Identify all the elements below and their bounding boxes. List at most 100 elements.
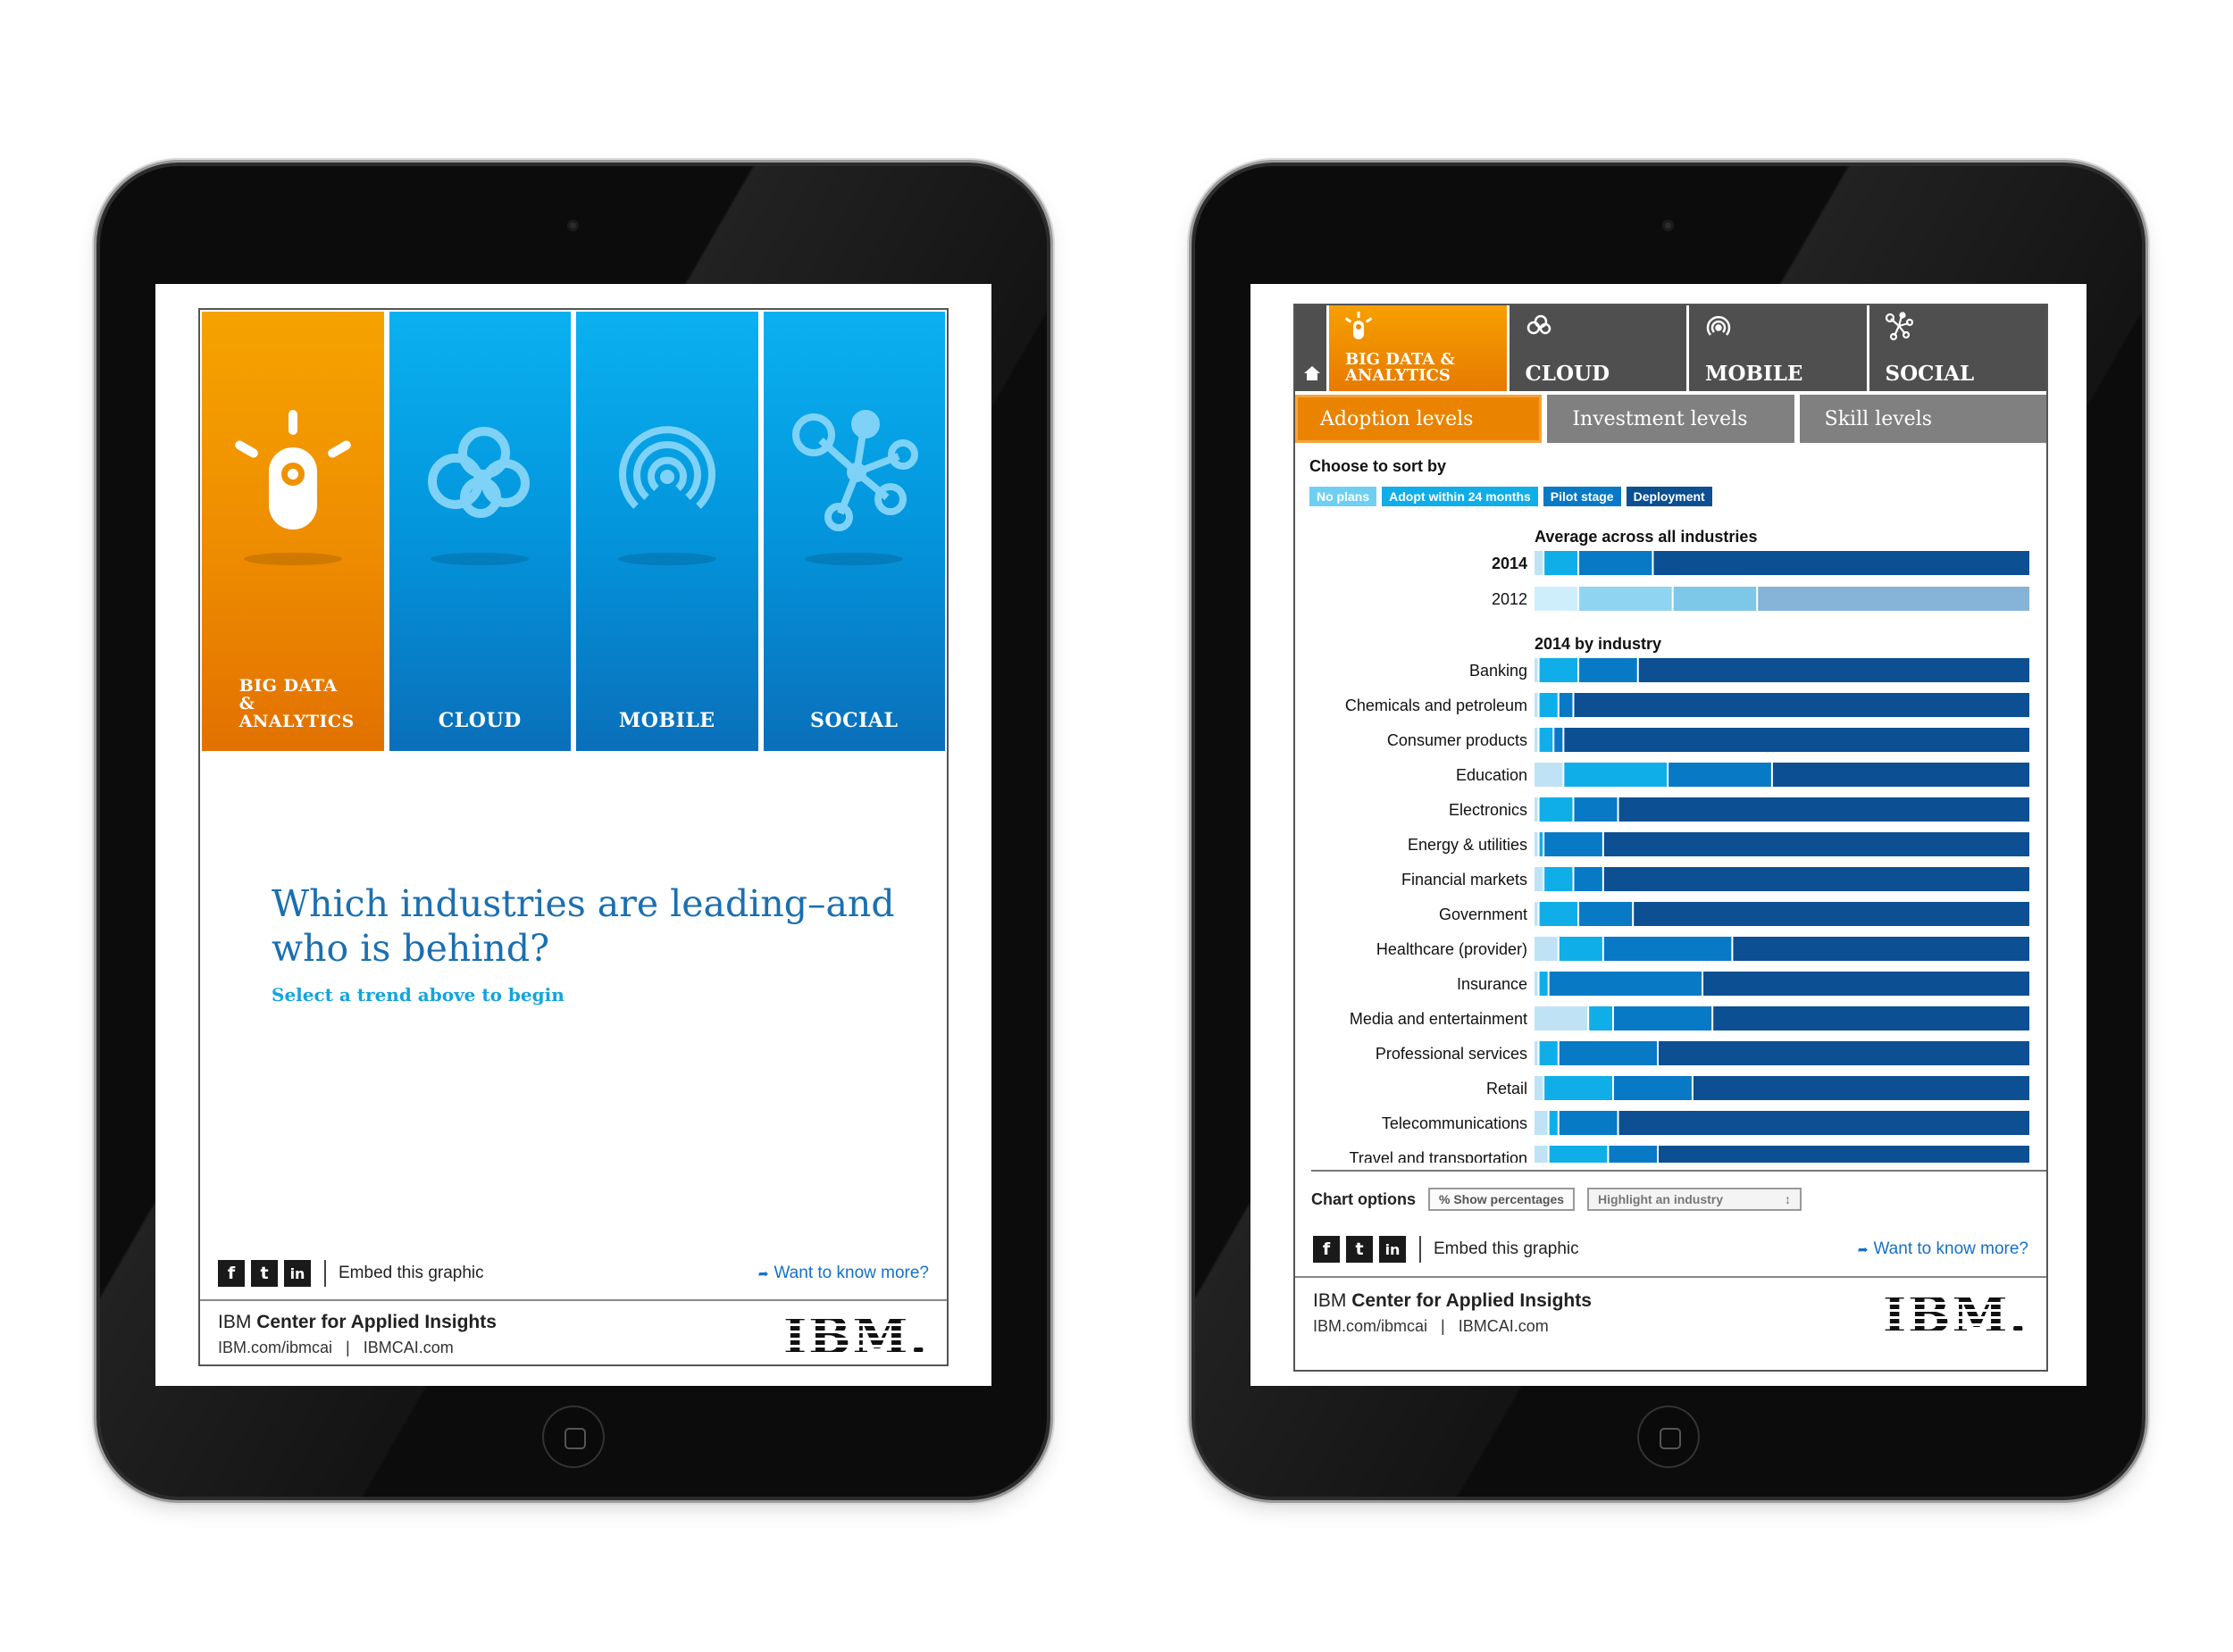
- signal-icon: [618, 426, 715, 509]
- trend-tiles: BIG DATA & ANALYTICS CLOUD: [202, 312, 945, 751]
- bar-industry-segment-1: [1535, 797, 1538, 822]
- bar-industry-segment-2: [1559, 937, 1602, 961]
- icon-shadow: [617, 553, 716, 565]
- camera: [1662, 220, 1674, 231]
- trend-tabbar: BIG DATA & ANALYTICS CLOUD: [1295, 305, 2046, 391]
- linkedin-icon[interactable]: in: [284, 1260, 311, 1287]
- bar-industry-segment-1: [1535, 1146, 1548, 1163]
- bar-industry-segment-2: [1539, 658, 1578, 682]
- tile-cloud[interactable]: CLOUD: [389, 312, 571, 751]
- row-label: Electronics: [1449, 801, 1527, 819]
- twitter-icon[interactable]: t: [1346, 1236, 1373, 1263]
- row-label: Energy & utilities: [1408, 836, 1527, 854]
- legend-no-plans[interactable]: No plans: [1309, 487, 1377, 506]
- icon-shadow: [805, 553, 904, 565]
- bar-industry-segment-3: [1574, 867, 1602, 891]
- bar-industry-segment-2: [1589, 1006, 1612, 1030]
- share-row: f t in Embed this graphic ➦ Want to know …: [218, 1259, 929, 1288]
- tab-social[interactable]: SOCIAL: [1869, 305, 2047, 391]
- bar-2014-segment-1: [1535, 551, 1543, 575]
- tile-label: SOCIAL: [810, 708, 899, 732]
- lightbulb-icon: [1344, 312, 1373, 339]
- bar-industry-segment-2: [1539, 728, 1553, 752]
- tab-big-data[interactable]: BIG DATA & ANALYTICS: [1329, 305, 1510, 391]
- linkedin-icon[interactable]: in: [1379, 1236, 1406, 1263]
- twitter-icon[interactable]: t: [251, 1260, 278, 1287]
- highlight-industry-select[interactable]: Highlight an industry ↕: [1587, 1188, 1802, 1211]
- subtab-adoption[interactable]: Adoption levels: [1295, 395, 1543, 443]
- bar-industry-segment-3: [1574, 797, 1618, 822]
- footer-brand: IBM Center for Applied Insights: [218, 1312, 929, 1333]
- bar-industry-segment-1: [1535, 693, 1538, 717]
- bar-industry-segment-4: [1603, 867, 2029, 891]
- cloud-icon: [1526, 314, 1551, 335]
- bar-industry-segment-1: [1535, 658, 1538, 682]
- home-tab[interactable]: [1295, 305, 1329, 391]
- bar-industry-segment-4: [1713, 1006, 2029, 1030]
- embed-link[interactable]: Embed this graphic: [1434, 1239, 1579, 1258]
- bar-industry-segment-3: [1559, 1041, 1657, 1065]
- tab-label: MOBILE: [1705, 362, 1803, 386]
- show-percentages-button[interactable]: % Show percentages: [1428, 1188, 1576, 1211]
- icon-shadow: [243, 553, 342, 565]
- legend-pilot-stage[interactable]: Pilot stage: [1543, 487, 1621, 506]
- bar-industry-segment-2: [1539, 902, 1578, 926]
- footer-divider: [200, 1299, 947, 1301]
- bar-industry-segment-1: [1535, 1076, 1543, 1100]
- adoption-chart: Average across all industries 2014 2012 201…: [1295, 524, 2046, 1163]
- bar-industry-segment-2: [1544, 867, 1573, 891]
- tile-big-data[interactable]: BIG DATA & ANALYTICS: [202, 312, 384, 751]
- bar-2012-segment-4: [1758, 587, 2029, 611]
- tab-label: SOCIAL: [1885, 362, 1975, 386]
- row-label: Travel and transportation: [1350, 1149, 1527, 1163]
- row-label: Media and entertainment: [1350, 1010, 1527, 1028]
- subtab-investment[interactable]: Investment levels: [1547, 395, 1794, 443]
- bar-industry-segment-4: [1618, 797, 2029, 822]
- row-label: Professional services: [1376, 1045, 1527, 1063]
- bar-2012-segment-3: [1673, 587, 1757, 611]
- subtab-skill[interactable]: Skill levels: [1799, 395, 2046, 443]
- bar-2014-segment-3: [1579, 551, 1652, 575]
- brand-name: Center for Applied Insights: [1351, 1290, 1592, 1311]
- tile-mobile[interactable]: MOBILE: [576, 312, 758, 751]
- external-link-icon: ➦: [1857, 1242, 1869, 1256]
- bar-2012-segment-2: [1579, 587, 1672, 611]
- footer-links[interactable]: IBM.com/ibmcai | IBMCAI.com: [1313, 1317, 1549, 1335]
- bar-industry-segment-1: [1535, 867, 1543, 891]
- bar-industry-segment-3: [1579, 902, 1633, 926]
- brand-prefix: IBM: [218, 1312, 252, 1332]
- bar-industry-segment-4: [1659, 1041, 2029, 1065]
- icon-shadow: [431, 553, 530, 565]
- row-label: Retail: [1486, 1080, 1527, 1097]
- divider: [324, 1260, 326, 1287]
- tab-mobile[interactable]: MOBILE: [1689, 305, 1869, 391]
- home-button[interactable]: [1639, 1407, 1698, 1466]
- share-row: f t in Embed this graphic ➦ Want to know …: [1313, 1235, 2028, 1264]
- bar-industry-segment-1: [1535, 972, 1538, 996]
- tile-social[interactable]: SOCIAL: [763, 312, 945, 751]
- embed-link[interactable]: Embed this graphic: [339, 1264, 484, 1282]
- signal-icon: [1706, 315, 1731, 336]
- chart-options-label: Chart options: [1311, 1189, 1416, 1208]
- row-label: Insurance: [1457, 975, 1527, 993]
- home-button[interactable]: [544, 1407, 603, 1466]
- bar-industry-segment-2: [1539, 797, 1573, 822]
- sort-legend: No plans Adopt within 24 months Pilot st…: [1309, 487, 1712, 506]
- know-more-link[interactable]: ➦ Want to know more?: [1858, 1239, 2028, 1259]
- ibm-logo: IBM.: [782, 1307, 929, 1366]
- facebook-icon[interactable]: f: [1313, 1236, 1340, 1263]
- legend-adopt-24-months[interactable]: Adopt within 24 months: [1382, 487, 1538, 506]
- average-title: Average across all industries: [1535, 528, 1757, 546]
- know-more-link[interactable]: ➦ Want to know more?: [758, 1264, 929, 1283]
- row-label: 2014: [1492, 555, 1527, 572]
- footer-links[interactable]: IBM.com/ibmcai | IBMCAI.com: [218, 1339, 454, 1356]
- bar-industry-segment-3: [1549, 972, 1702, 996]
- legend-deployment[interactable]: Deployment: [1626, 487, 1712, 506]
- bar-industry-segment-1: [1535, 1006, 1588, 1030]
- tab-cloud[interactable]: CLOUD: [1510, 305, 1689, 391]
- bar-industry-segment-3: [1603, 937, 1732, 961]
- tab-label: BIG DATA & ANALYTICS: [1345, 350, 1455, 385]
- footer-divider: [1295, 1276, 2046, 1278]
- bar-industry-segment-4: [1564, 728, 2029, 752]
- facebook-icon[interactable]: f: [218, 1260, 245, 1287]
